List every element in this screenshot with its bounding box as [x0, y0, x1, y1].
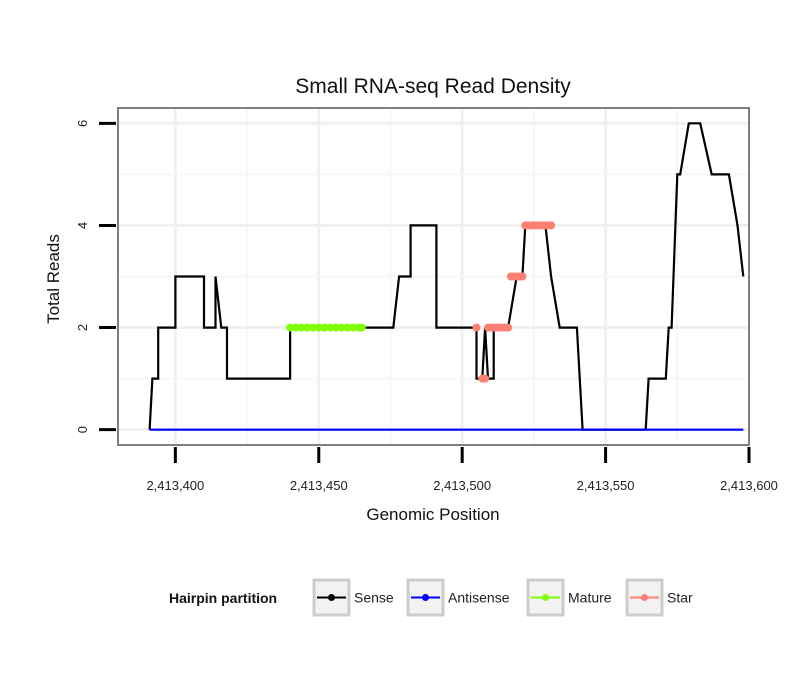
legend-item-sense: Sense: [312, 578, 394, 617]
series-mature-point: [349, 323, 358, 332]
axes: 2,413,400 2,413,450 2,413,500 2,413,550 2,41…: [75, 120, 778, 493]
legend-label-sense: Sense: [354, 590, 394, 606]
series-mature-point: [286, 323, 295, 332]
legend: Hairpin partition Sense Antisense Mature St…: [169, 578, 693, 617]
x-tick-label: 2,413,450: [290, 478, 348, 493]
legend-marker-antisense: [422, 594, 429, 601]
series-mature-point: [357, 323, 366, 332]
series-star-point: [481, 374, 490, 383]
series-mature-point: [303, 323, 312, 332]
y-tick-label: 6: [75, 120, 90, 127]
legend-marker-sense: [328, 594, 335, 601]
legend-item-star: Star: [625, 578, 693, 617]
series-mature-point: [320, 323, 329, 332]
x-tick-label: 2,413,550: [577, 478, 635, 493]
legend-item-antisense: Antisense: [406, 578, 510, 617]
y-tick-label: 2: [75, 324, 90, 331]
series-mature-point: [332, 323, 340, 332]
x-tick-label: 2,413,400: [146, 478, 204, 493]
legend-label-star: Star: [667, 590, 693, 606]
y-tick-label: 4: [75, 222, 90, 229]
series-sense-line: [148, 122, 745, 431]
plot-border: [117, 107, 750, 446]
legend-label-mature: Mature: [568, 590, 612, 606]
series-group: [148, 122, 745, 431]
legend-label-antisense: Antisense: [448, 590, 510, 606]
series-mature-point: [343, 323, 352, 332]
y-tick-label: 0: [75, 426, 90, 433]
series-mature-point: [291, 323, 300, 332]
series-mature-point: [309, 323, 317, 332]
series-star-point: [472, 323, 481, 332]
series-mature-point: [337, 323, 346, 332]
series-star-point: [547, 221, 556, 230]
x-tick-label: 2,413,500: [433, 478, 491, 493]
series-mature-point: [326, 323, 335, 332]
series-mature-point: [314, 323, 323, 332]
y-axis-title: Total Reads: [44, 234, 63, 324]
x-axis-title: Genomic Position: [366, 505, 499, 524]
x-tick-label: 2,413,600: [720, 478, 778, 493]
series-star-point: [504, 323, 513, 332]
chart-title: Small RNA-seq Read Density: [295, 75, 571, 98]
legend-item-mature: Mature: [526, 578, 612, 617]
legend-marker-star: [641, 594, 648, 601]
series-mature-point: [297, 323, 306, 332]
legend-title: Hairpin partition: [169, 590, 277, 606]
legend-marker-mature: [542, 594, 549, 601]
series-star-point: [518, 272, 527, 281]
